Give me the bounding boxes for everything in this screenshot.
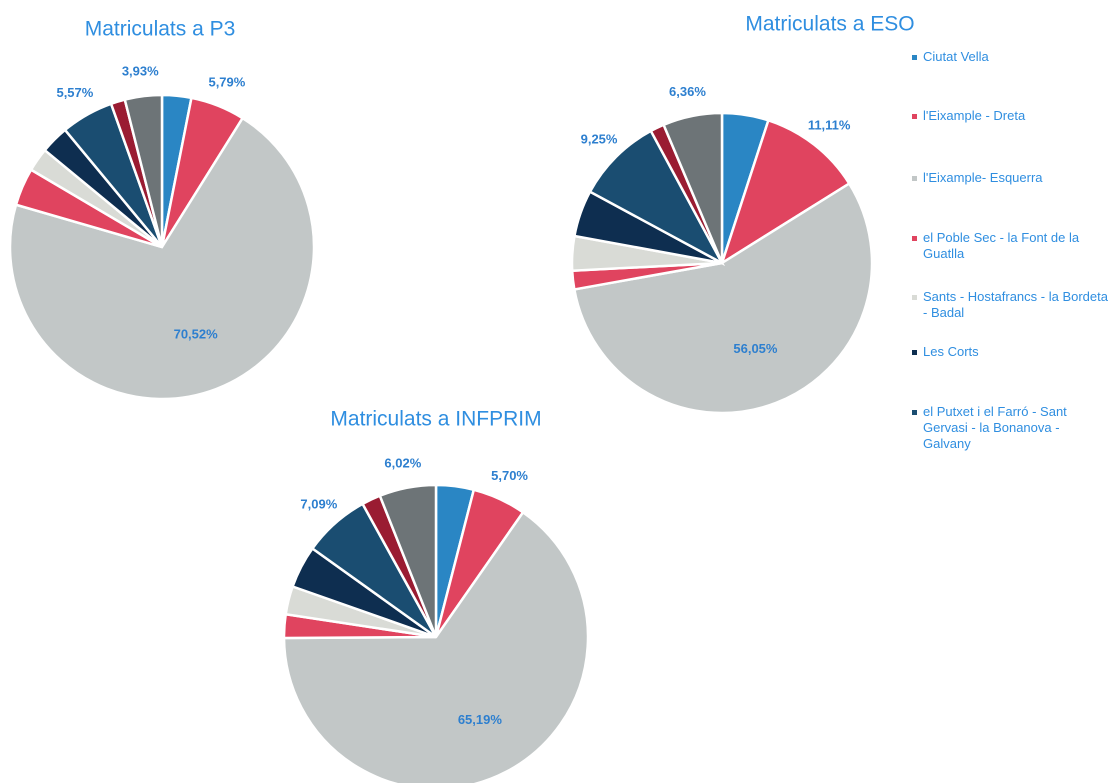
- legend-label: l'Eixample - Dreta: [923, 108, 1026, 123]
- legend-swatch: [912, 55, 917, 60]
- legend-item: Ciutat Vella: [912, 49, 1108, 65]
- legend-item: l'Eixample - Dreta: [912, 108, 1108, 124]
- pie-slice: [572, 181, 874, 415]
- pie-slice: [719, 118, 851, 266]
- legend-item: el Poble Sec - la Font de la Guatlla: [912, 230, 1108, 262]
- pie-slice: [588, 129, 726, 267]
- legend-label: Sants - Hostafrancs - la Bordeta - Badal: [923, 289, 1108, 320]
- legend-label: Les Corts: [923, 344, 979, 359]
- pie-slice: [8, 116, 316, 401]
- legend-label: l'Eixample- Esquerra: [923, 170, 1043, 185]
- data-label: 5,79%: [208, 75, 245, 90]
- data-label: 5,70%: [491, 468, 528, 483]
- legend-label: el Putxet i el Farró - Sant Gervasi - la…: [923, 404, 1067, 451]
- legend-label: Ciutat Vella: [923, 49, 989, 64]
- pie-slice: [661, 111, 724, 264]
- legend-swatch: [912, 350, 917, 355]
- data-label: 9,25%: [581, 131, 618, 146]
- legend-swatch: [912, 295, 917, 300]
- legend-swatch: [912, 114, 917, 119]
- data-label: 65,19%: [458, 712, 503, 727]
- legend-swatch: [912, 236, 917, 241]
- data-label: 11,11%: [808, 117, 851, 132]
- legend-item: Sants - Hostafrancs - la Bordeta - Badal: [912, 289, 1108, 321]
- data-label: 56,05%: [733, 341, 778, 356]
- data-label: 3,93%: [122, 63, 159, 78]
- data-label: 6,36%: [669, 84, 706, 99]
- pie-slice: [282, 510, 590, 783]
- data-label: 7,09%: [300, 497, 337, 512]
- legend-item: l'Eixample- Esquerra: [912, 170, 1108, 186]
- pie-slice: [378, 483, 438, 638]
- legend-label: el Poble Sec - la Font de la Guatlla: [923, 230, 1080, 261]
- legend-swatch: [912, 176, 917, 181]
- legend-item: Les Corts: [912, 344, 1108, 360]
- chart-title: Matriculats a ESO: [745, 13, 914, 36]
- pie-slice: [123, 93, 164, 248]
- legend-swatch: [912, 410, 917, 415]
- chart-title: Matriculats a P3: [85, 18, 236, 41]
- data-label: 5,57%: [56, 85, 93, 100]
- legend-item: el Putxet i el Farró - Sant Gervasi - la…: [912, 404, 1108, 452]
- data-label: 70,52%: [174, 326, 219, 341]
- chart-title: Matriculats a INFPRIM: [330, 408, 541, 431]
- data-label: 6,02%: [384, 455, 421, 470]
